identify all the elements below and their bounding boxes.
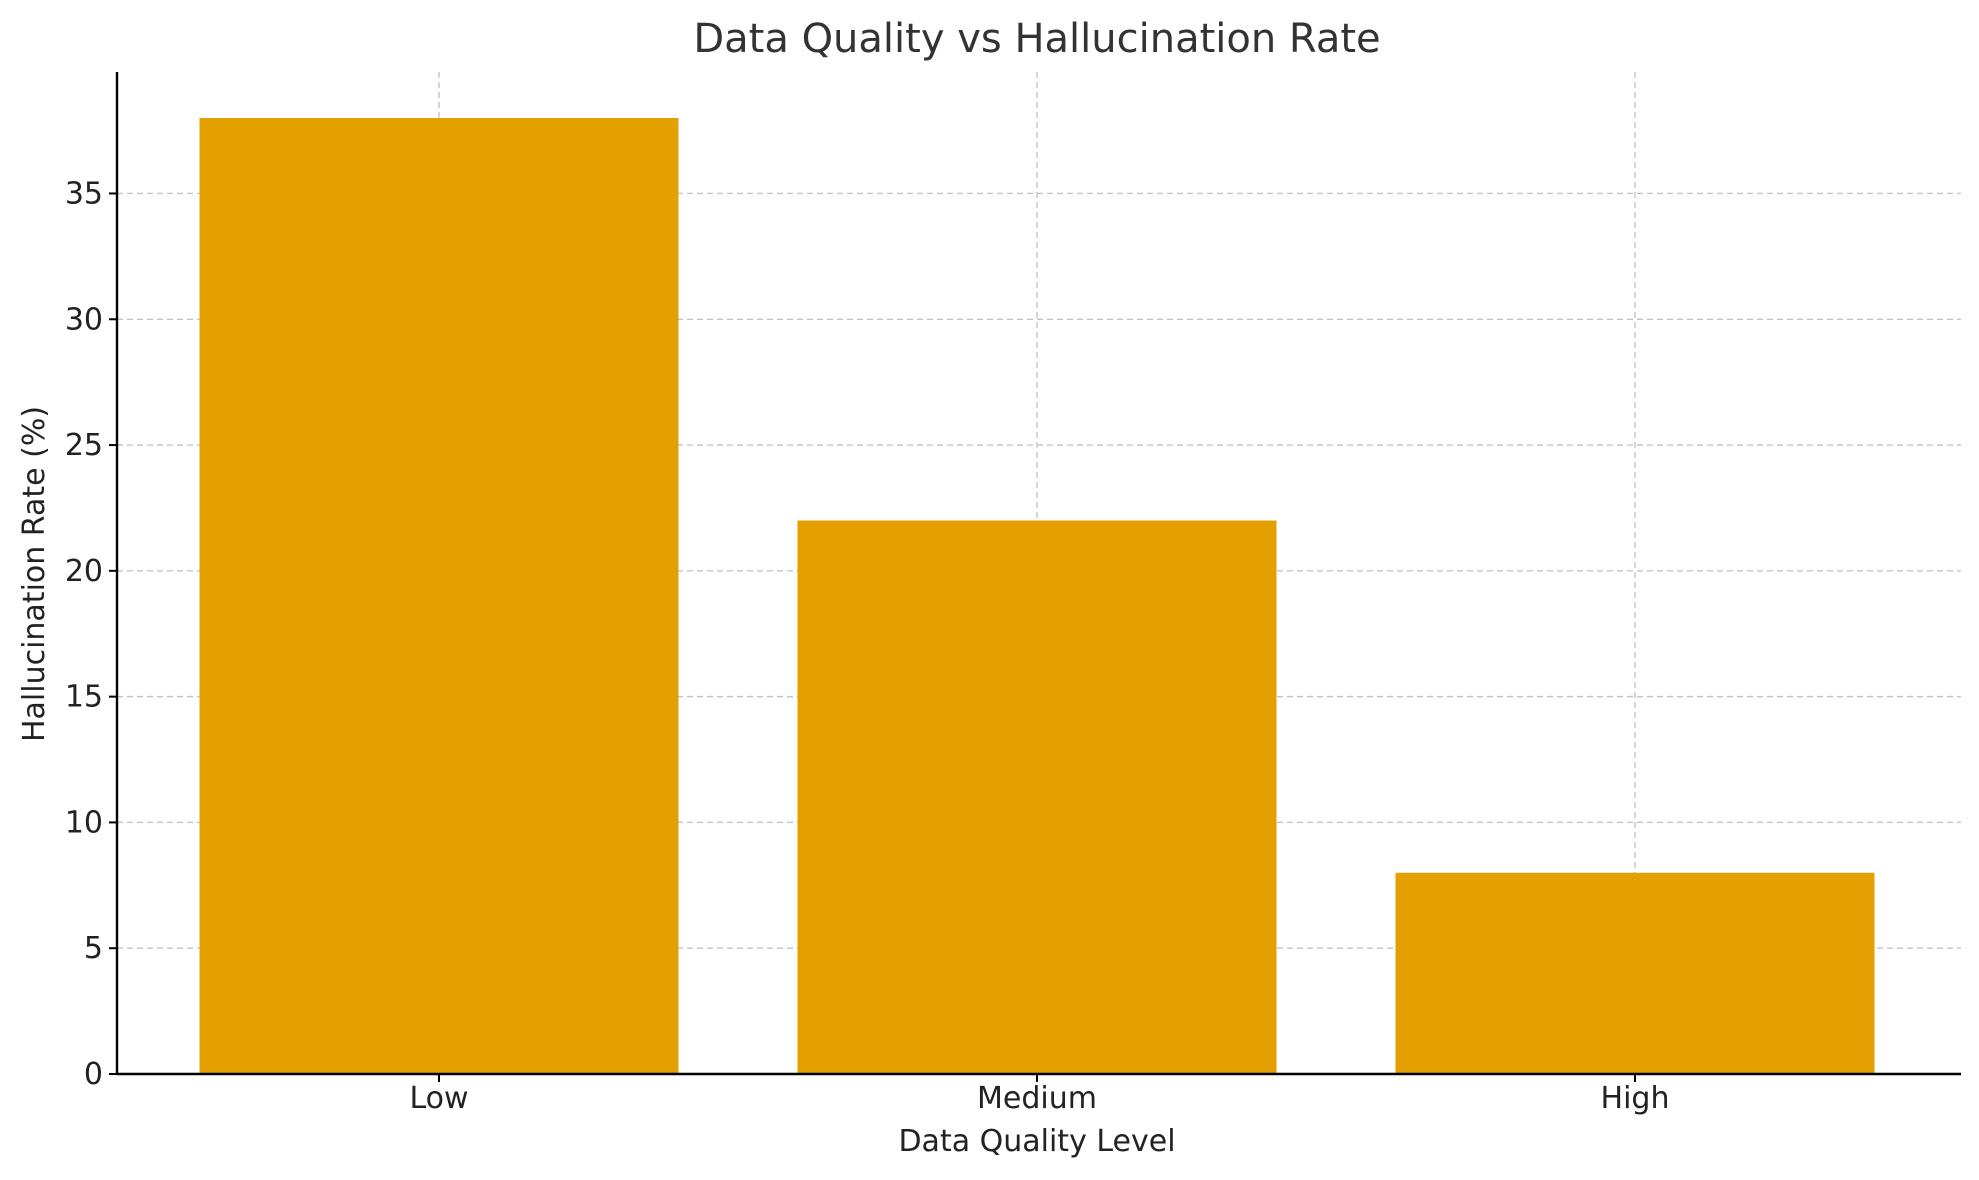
y-tick-label: 30: [65, 302, 103, 337]
x-axis-label: Data Quality Level: [898, 1124, 1175, 1159]
y-axis-label: Hallucination Rate (%): [17, 406, 52, 742]
x-tick-label: Low: [409, 1081, 468, 1116]
x-tick-label: Medium: [977, 1081, 1097, 1116]
y-tick-label: 10: [65, 805, 103, 840]
y-tick-label: 35: [65, 176, 103, 211]
bar-low: [199, 118, 679, 1074]
y-tick-label: 20: [65, 554, 103, 589]
x-axis-ticks: Low Medium High: [409, 1074, 1669, 1116]
bar-medium: [797, 520, 1277, 1074]
chart-title: Data Quality vs Hallucination Rate: [693, 16, 1380, 62]
bar-high: [1395, 872, 1875, 1074]
axes: [115, 72, 1961, 1076]
y-tick-label: 0: [84, 1057, 103, 1092]
y-tick-label: 25: [65, 428, 103, 463]
y-axis-ticks: 0 5 10 15 20 25 30 35: [65, 176, 117, 1092]
y-tick-label: 5: [84, 931, 103, 966]
x-tick-label: High: [1601, 1081, 1670, 1116]
y-tick-label: 15: [65, 680, 103, 715]
bars: [199, 118, 1875, 1074]
